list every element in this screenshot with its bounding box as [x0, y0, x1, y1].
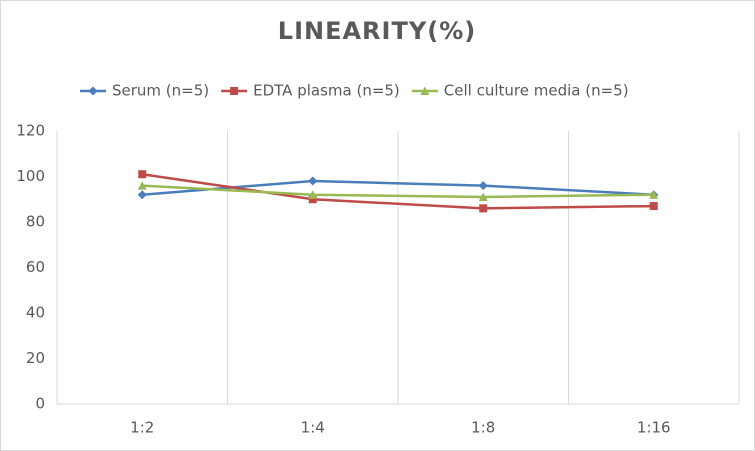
y-tick-label: 0: [35, 395, 45, 413]
y-tick-label: 80: [26, 213, 45, 231]
data-point: [308, 190, 318, 199]
x-tick-label: 1:8: [471, 419, 495, 437]
data-point: [138, 170, 147, 179]
y-tick-label: 100: [16, 167, 45, 185]
data-point: [308, 195, 317, 204]
series-line: [142, 184, 654, 199]
data-point: [137, 190, 147, 200]
x-tick-label: 1:4: [301, 419, 325, 437]
data-point: [478, 181, 488, 191]
y-tick-label: 20: [26, 349, 45, 367]
legend-marker: [230, 87, 239, 95]
data-point: [479, 204, 488, 213]
legend-marker: [88, 86, 98, 96]
legend-label: Cell culture media (n=5): [444, 82, 629, 100]
chart-title: LINEARITY(%): [278, 17, 476, 45]
legend-label: EDTA plasma (n=5): [253, 82, 400, 100]
y-tick-label: 40: [26, 304, 45, 322]
y-tick-label: 60: [26, 258, 45, 276]
y-tick-label: 120: [16, 122, 45, 140]
x-tick-label: 1:16: [637, 419, 671, 437]
legend-marker: [420, 86, 430, 95]
legend-label: Serum (n=5): [112, 82, 209, 100]
data-point: [478, 192, 488, 201]
data-point: [649, 202, 658, 211]
series-line: [142, 172, 654, 210]
x-tick-label: 1:2: [130, 419, 154, 437]
data-point: [649, 190, 659, 199]
data-point: [137, 181, 147, 190]
data-point: [308, 176, 318, 186]
